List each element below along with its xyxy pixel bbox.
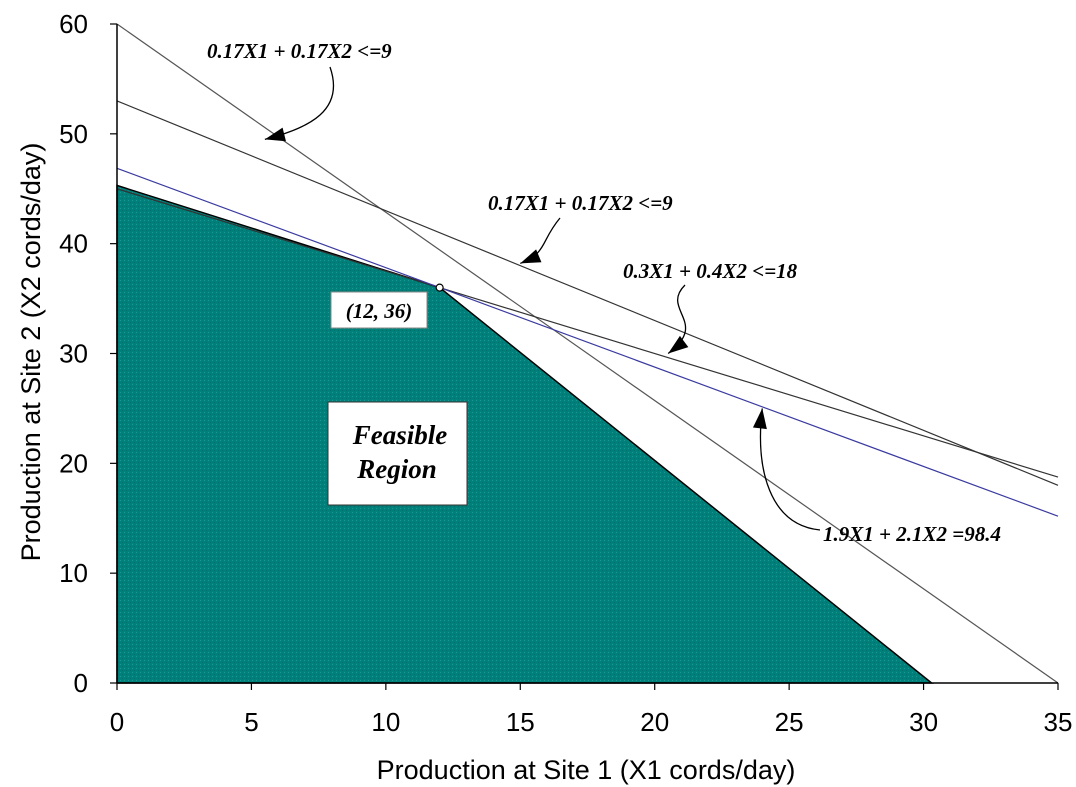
- x-tick-label: 0: [110, 707, 124, 737]
- feasible-region-label-box: [327, 401, 468, 506]
- y-tick-label: 20: [59, 448, 88, 478]
- feasible-region-label: Feasible Region: [327, 401, 468, 506]
- annotation-leader: [520, 217, 561, 265]
- annotation-label: 0.17X1 + 0.17X2 <=9: [488, 191, 673, 215]
- arrowhead-icon: [264, 127, 286, 142]
- arrowhead-icon: [668, 335, 689, 354]
- y-tick-label: 50: [59, 119, 88, 149]
- x-tick-label: 25: [775, 707, 804, 737]
- constraint-line-2: [116, 100, 1059, 486]
- constraint-line-4: [116, 167, 1059, 517]
- annotation-label: 1.9X1 + 2.1X2 =98.4: [823, 522, 1001, 546]
- x-tick-label: 30: [909, 707, 938, 737]
- feasible-region-label-line1: Feasible: [352, 420, 448, 450]
- y-axis-title: Production at Site 2 (X2 cords/day): [16, 143, 46, 562]
- feasible-region-label-line2: Region: [356, 454, 437, 484]
- annotation-label: 0.17X1 + 0.17X2 <=9: [207, 39, 392, 63]
- annotation-leader: [264, 66, 335, 140]
- arrowhead-icon: [752, 408, 767, 430]
- optimal-point-label-text: (12, 36): [346, 299, 413, 323]
- optimal-point: [435, 283, 444, 292]
- x-tick-label: 35: [1044, 707, 1073, 737]
- annotation-label: 0.3X1 + 0.4X2 <=18: [623, 259, 798, 283]
- optimal-point-label: (12, 36): [330, 291, 428, 329]
- y-tick-label: 10: [59, 558, 88, 588]
- y-tick-label: 0: [74, 668, 88, 698]
- x-tick-label: 20: [640, 707, 669, 737]
- y-tick-label: 40: [59, 229, 88, 259]
- optimal-point-label-box: [330, 291, 428, 329]
- arrowhead-icon: [520, 249, 542, 264]
- y-tick-label: 60: [59, 9, 88, 39]
- x-axis-title: Production at Site 1 (X1 cords/day): [377, 755, 796, 785]
- x-tick-label: 10: [371, 707, 400, 737]
- constraint-line-3: [116, 188, 1059, 478]
- annotation-leader: [759, 408, 821, 531]
- x-tick-label: 5: [244, 707, 258, 737]
- x-tick-label: 15: [506, 707, 535, 737]
- y-tick-label: 30: [59, 339, 88, 369]
